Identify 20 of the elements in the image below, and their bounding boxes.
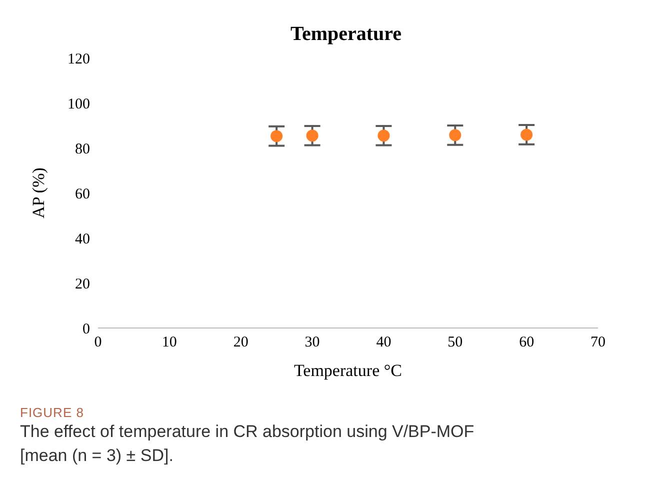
chart-title: Temperature: [290, 23, 402, 45]
y-axis-title: AP (%): [29, 168, 48, 218]
x-tick-label: 50: [448, 334, 463, 351]
y-tick-label: 0: [82, 321, 90, 338]
x-tick-label: 60: [519, 334, 534, 351]
x-tick-label: 30: [304, 334, 320, 351]
y-tick-label: 100: [68, 96, 90, 112]
y-tick-label: 20: [75, 276, 90, 292]
x-axis-title: Temperature °C: [294, 361, 402, 380]
y-tick-label: 40: [75, 231, 90, 248]
caption: FIGURE 8: [20, 405, 85, 420]
text: The effect of temperature in CR absorption using V/BP-MOF [mean (n = 3) ± SD].: [20, 421, 476, 467]
x-tick-label: 20: [233, 334, 248, 351]
x-tick-label: 40: [376, 334, 392, 351]
y-tick-label: 80: [75, 141, 90, 158]
x-tick-label: 70: [590, 334, 606, 351]
y-tick-label: 60: [75, 186, 90, 202]
y-tick-label: 120: [68, 51, 90, 68]
x-tick-label: 10: [162, 334, 177, 351]
x-tick-label: 0: [94, 334, 102, 351]
